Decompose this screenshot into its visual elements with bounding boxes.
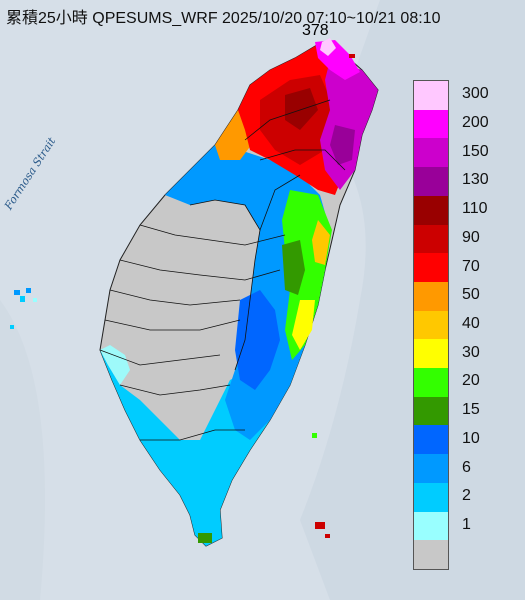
legend-swatch	[414, 195, 448, 225]
rain-zone-light	[100, 345, 130, 385]
legend-label: 50	[462, 286, 480, 304]
legend-label: 15	[462, 401, 480, 419]
legend-label: 30	[462, 343, 480, 361]
southern-tip-rain	[198, 533, 212, 543]
rain-zone-110mm	[285, 88, 318, 130]
legend-swatch	[414, 482, 448, 512]
legend-label: 200	[462, 114, 489, 132]
rain-zone-300mm	[320, 38, 336, 56]
legend-label: 110	[462, 200, 488, 218]
legend-swatch	[414, 167, 448, 196]
outlying-islands-east	[312, 433, 330, 538]
legend-swatch	[414, 511, 448, 541]
legend-swatch	[414, 454, 448, 483]
legend-label: 70	[462, 257, 480, 275]
keelung-islet	[349, 54, 355, 58]
rain-zone-30mm	[292, 300, 315, 350]
legend-label: 40	[462, 315, 480, 332]
legend-label: 130	[462, 171, 489, 189]
legend-swatch	[414, 224, 448, 254]
legend-swatch	[414, 339, 448, 369]
legend-swatch	[414, 253, 448, 282]
legend-swatch	[414, 310, 448, 340]
legend-swatch	[414, 81, 448, 110]
legend-label: 6	[462, 458, 471, 476]
map-title: 累積25小時 QPESUMS_WRF 2025/10/20 07:10~10/2…	[6, 10, 441, 27]
legend-label: 10	[462, 429, 480, 447]
legend-swatch	[414, 540, 448, 569]
legend-label: 150	[462, 142, 489, 160]
rain-zone-15mm	[282, 240, 305, 295]
legend-label: 2	[462, 487, 471, 505]
penghu-islands	[10, 288, 37, 329]
legend-swatch	[414, 138, 448, 168]
legend-label: 1	[462, 515, 471, 533]
legend-swatch	[414, 368, 448, 397]
county-boundaries	[99, 99, 346, 441]
max-rainfall-value: 378	[302, 22, 329, 39]
legend-swatch	[414, 281, 448, 311]
rain-zone-40mm	[312, 220, 330, 265]
legend-label: 20	[462, 372, 480, 390]
legend-label: 90	[462, 228, 480, 246]
legend-swatch	[414, 109, 448, 139]
legend-swatch	[414, 425, 448, 455]
legend-label: 300	[462, 85, 489, 103]
rain-zone-150mm	[320, 60, 378, 190]
rainfall-legend	[413, 80, 449, 570]
rain-zone-130mm	[330, 125, 355, 165]
rain-zone-10mm	[235, 290, 280, 390]
legend-swatch	[414, 396, 448, 426]
ocean-shelf-west	[0, 300, 45, 600]
